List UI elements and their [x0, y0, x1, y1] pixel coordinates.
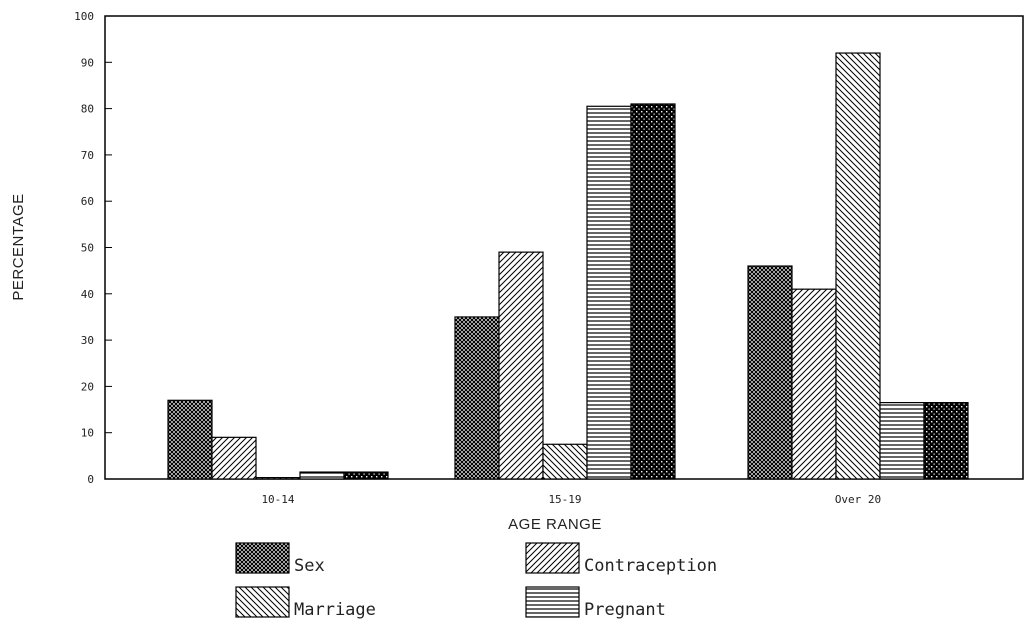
bar [454, 316, 500, 480]
x-tick-label: Over 20 [835, 493, 881, 506]
y-axis-title: PERCENTAGE [10, 193, 27, 300]
y-tick-label: 50 [81, 242, 94, 255]
y-tick-label: 0 [87, 473, 94, 486]
bar [835, 52, 881, 480]
y-axis: 0 10 20 30 40 50 60 70 80 90 100 [74, 10, 112, 486]
y-tick-label: 60 [81, 195, 94, 208]
x-axis: 10-14 15-19 Over 20 [261, 493, 881, 506]
y-tick-label: 30 [81, 334, 94, 347]
legend-label: Sex [294, 556, 325, 576]
x-tick-label: 15-19 [548, 493, 581, 506]
bar [542, 443, 588, 480]
y-tick-label: 80 [81, 103, 94, 116]
bar [923, 402, 969, 480]
bar [498, 251, 544, 480]
bar [630, 103, 676, 480]
bar [791, 288, 837, 480]
legend-label: Contraception [584, 556, 717, 576]
bar [343, 471, 389, 480]
y-tick-label: 90 [81, 56, 94, 69]
bar [586, 105, 632, 480]
bar [211, 436, 257, 480]
bar [747, 265, 793, 480]
y-tick-label: 20 [81, 380, 94, 393]
y-tick-label: 40 [81, 288, 94, 301]
bars [167, 52, 969, 480]
y-tick-label: 70 [81, 149, 94, 162]
legend-label: Pregnant [584, 600, 666, 620]
legend-swatch [525, 586, 580, 618]
legend-swatch [525, 542, 580, 574]
legend-swatch [235, 542, 290, 574]
y-tick-label: 100 [74, 10, 94, 23]
x-axis-title: AGE RANGE [508, 516, 602, 533]
bar [255, 477, 301, 480]
bar [879, 402, 925, 480]
x-tick-label: 10-14 [261, 493, 294, 506]
bar [299, 471, 345, 480]
bar [167, 399, 213, 480]
legend-label: Marriage [294, 600, 376, 620]
y-tick-label: 10 [81, 427, 94, 440]
legend-swatch [235, 586, 290, 618]
legend: Sex Contraception Marriage Pregnant [235, 542, 717, 620]
